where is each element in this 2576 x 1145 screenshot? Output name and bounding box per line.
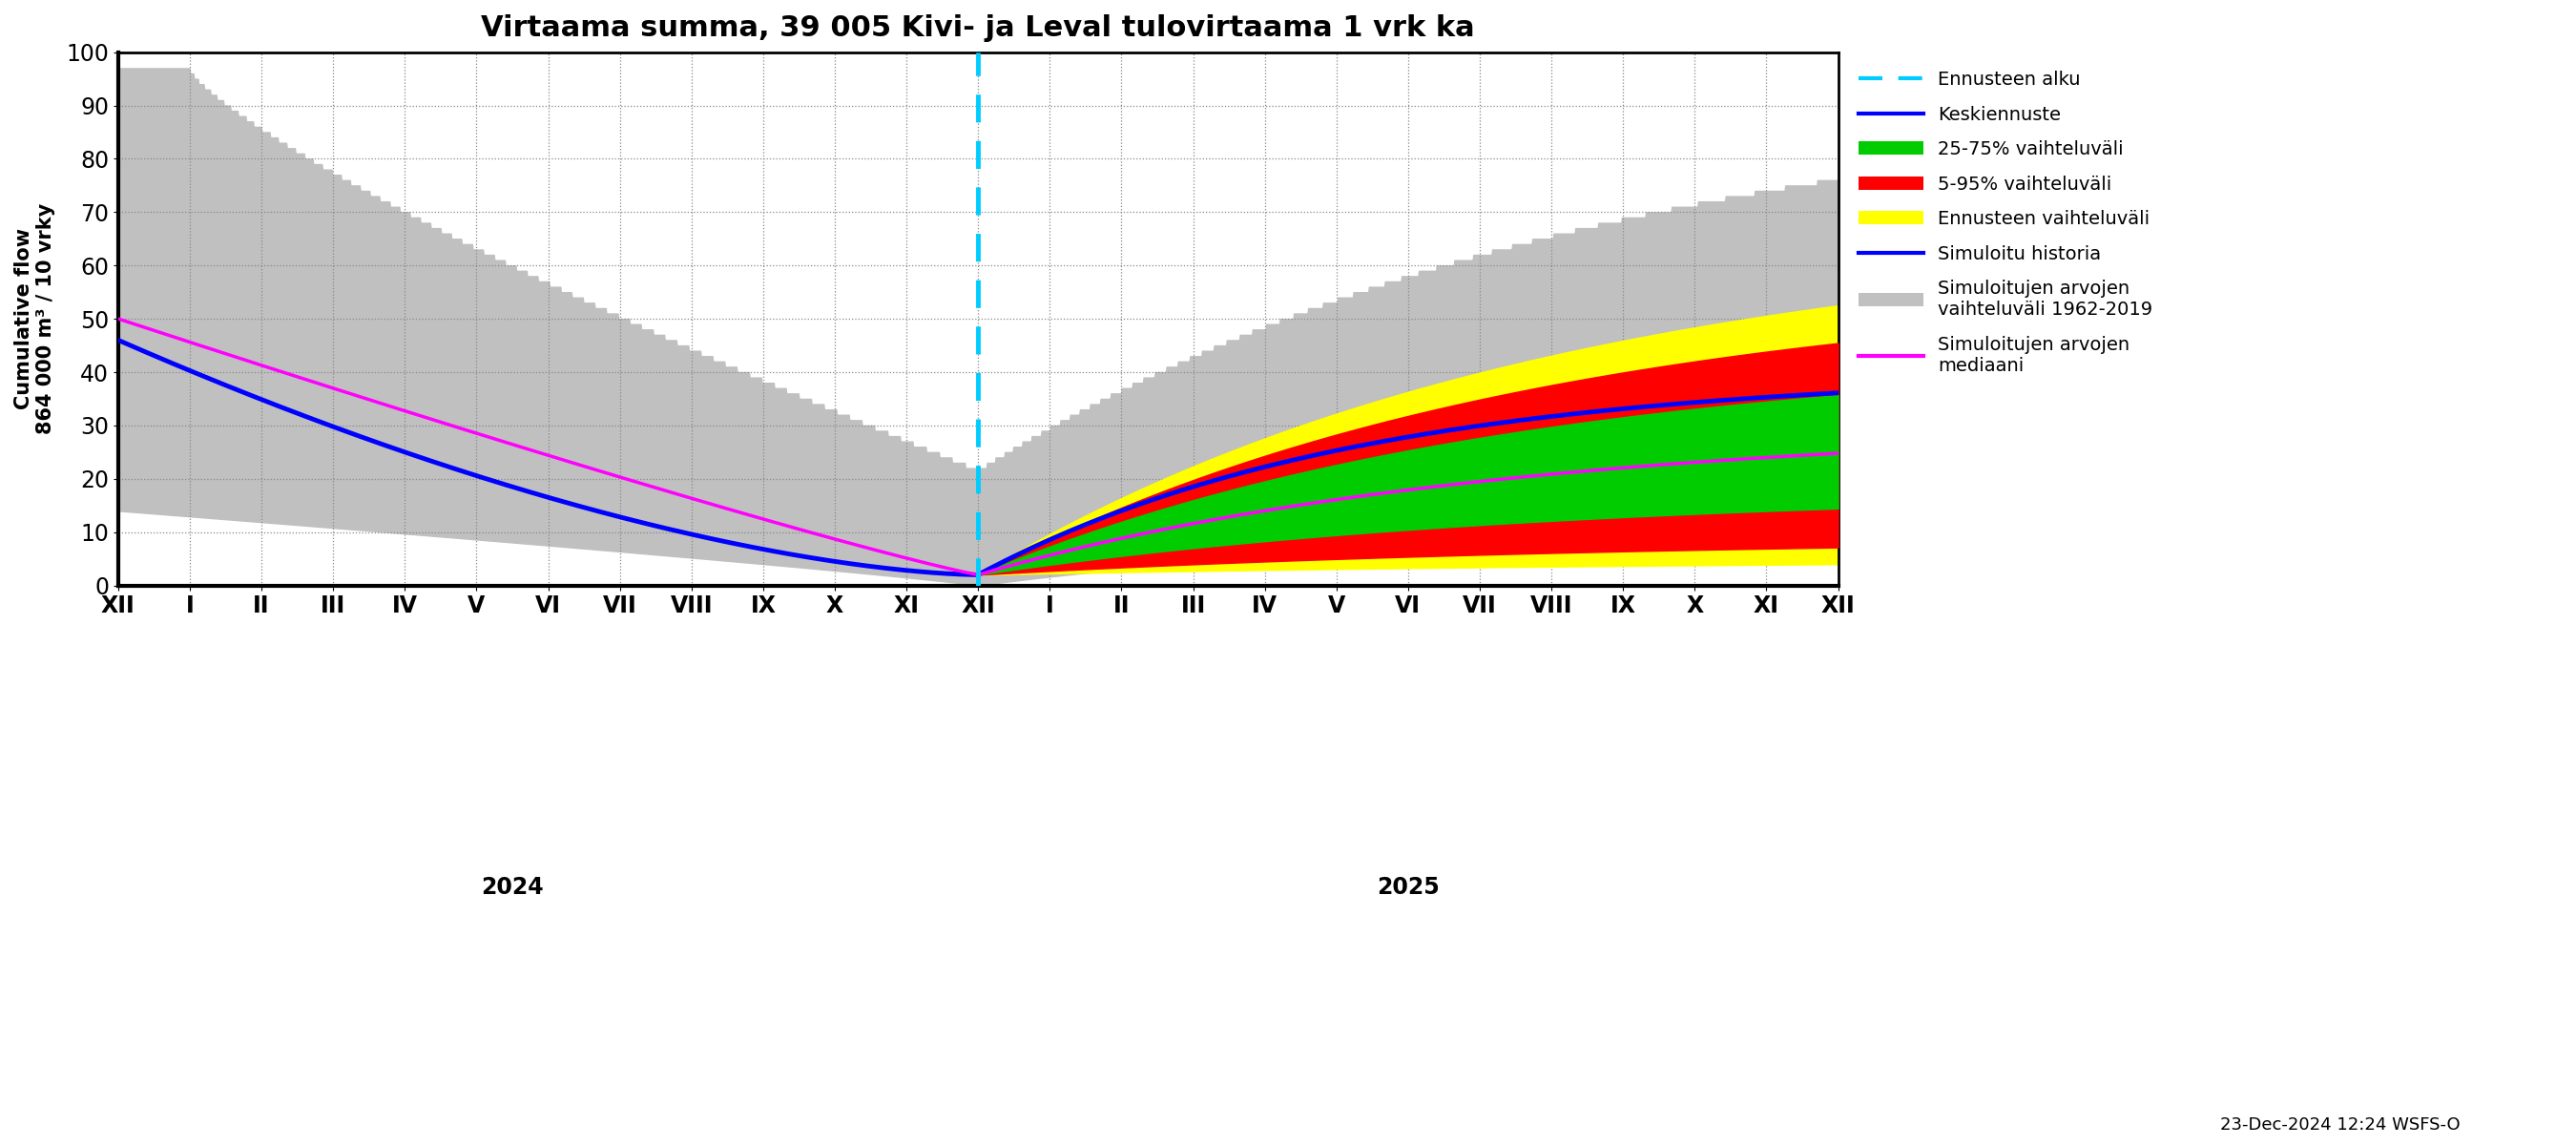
Text: 2024: 2024: [482, 876, 544, 899]
Text: 2025: 2025: [1376, 876, 1440, 899]
Title: Virtaama summa, 39 005 Kivi- ja Leval tulovirtaama 1 vrk ka: Virtaama summa, 39 005 Kivi- ja Leval tu…: [482, 14, 1476, 42]
Y-axis label: Cumulative flow
864 000 m³ / 10 vrky: Cumulative flow 864 000 m³ / 10 vrky: [15, 203, 57, 434]
Text: 23-Dec-2024 12:24 WSFS-O: 23-Dec-2024 12:24 WSFS-O: [2221, 1116, 2460, 1134]
Legend: Ennusteen alku, Keskiennuste, 25-75% vaihteluväli, 5-95% vaihteluväli, Ennusteen: Ennusteen alku, Keskiennuste, 25-75% vai…: [1850, 62, 2161, 384]
